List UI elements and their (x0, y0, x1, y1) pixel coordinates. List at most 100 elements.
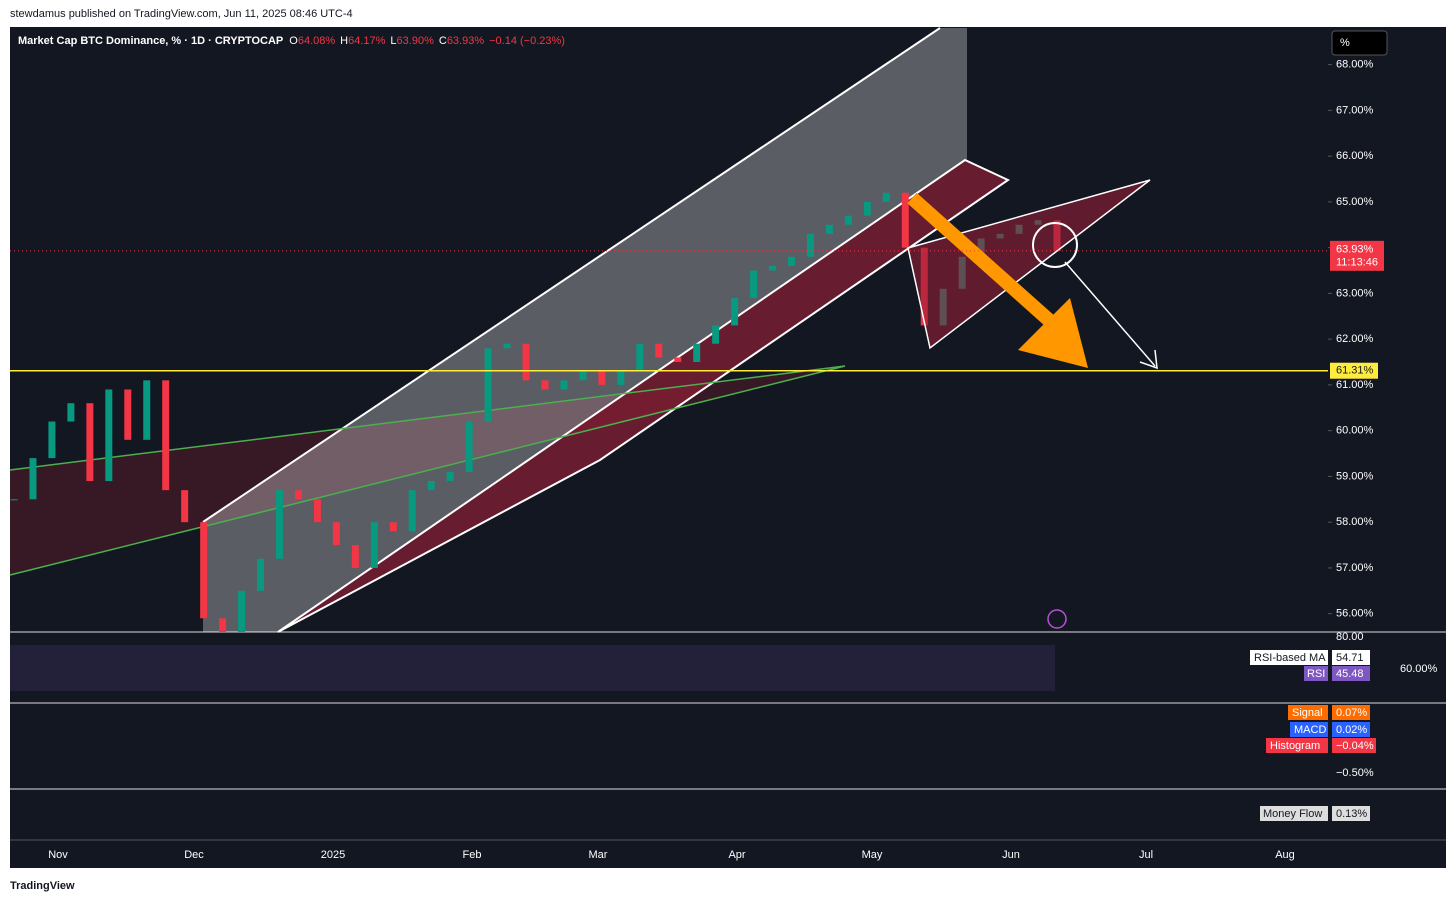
x-tick-label: May (862, 849, 883, 861)
candle-body (257, 558, 265, 591)
mf-value: 0.13% (1336, 808, 1367, 820)
candle-body (105, 389, 113, 481)
candle-body (617, 371, 625, 385)
candle-body (806, 233, 814, 257)
x-tick-label: Dec (184, 849, 204, 861)
ohlc-value: 64.17% (348, 35, 386, 47)
byline: stewdamus published on TradingView.com, … (10, 8, 353, 20)
candle-body (67, 403, 75, 422)
candle-body (598, 371, 606, 385)
macd-value: 0.02% (1336, 724, 1367, 736)
candle-body (332, 522, 340, 546)
x-tick-label: Feb (463, 849, 482, 861)
candle-body (48, 421, 56, 459)
tag-bg (1332, 705, 1370, 720)
tag-bg (1332, 738, 1376, 753)
x-tick-label: Jun (1002, 849, 1020, 861)
candle-body (427, 481, 435, 491)
channel-fill (203, 28, 967, 632)
rsi-top: 80.00 (1336, 631, 1364, 643)
y-tick-label: 56.00% (1336, 608, 1374, 620)
y-tick-label: 58.00% (1336, 516, 1374, 528)
candle-body (541, 380, 549, 390)
candle-body (219, 618, 227, 632)
tag-bg (1332, 722, 1370, 737)
ohlc-value: 64.08% (298, 35, 336, 47)
white-arrow-head (1139, 349, 1158, 370)
trend-line (9, 365, 846, 471)
x-tick-label: Apr (728, 849, 745, 861)
white-arrow (1064, 261, 1156, 367)
orange-arrow-head (1018, 298, 1088, 368)
ohlc-value: 63.90% (397, 35, 435, 47)
candle-body (788, 256, 796, 266)
macd-name: MACD (1294, 724, 1326, 736)
candle-body (408, 490, 416, 532)
rsi-ma-value: 54.71 (1336, 652, 1364, 664)
y-tick-label: 57.00% (1336, 562, 1374, 574)
scale-button[interactable] (1331, 30, 1388, 56)
candle-body (351, 545, 359, 568)
wedge (907, 179, 1151, 350)
rsi-value: 45.48 (1336, 668, 1364, 680)
tag-bg (1290, 722, 1328, 737)
countdown: 11:13:46 (1336, 257, 1378, 269)
candle-body (162, 380, 170, 491)
candle-body (389, 522, 397, 532)
alert-icon (1047, 609, 1067, 629)
candle-body (882, 192, 890, 202)
x-tick-label: Aug (1275, 849, 1295, 861)
x-tick-label: Jul (1139, 849, 1153, 861)
x-tick-label: 2025 (321, 849, 345, 861)
candle-body (844, 215, 852, 225)
trend-line (9, 365, 846, 576)
footer: TradingView (10, 880, 75, 892)
tag-bg (1250, 650, 1328, 665)
tag-bg (1332, 650, 1370, 665)
ohlc-value: 63.93% (447, 35, 485, 47)
rsi-ma-name: RSI-based MA (1254, 652, 1326, 664)
candle-body (636, 343, 644, 372)
ohlc-key: C (439, 35, 447, 47)
tag-bg (1304, 666, 1328, 681)
change: −0.14 (−0.23%) (489, 35, 565, 47)
hist-value: −0.04% (1336, 740, 1374, 752)
candle-body (484, 348, 492, 422)
candle-body (825, 224, 833, 234)
candle-body (29, 458, 37, 500)
ohlc-key: O (289, 35, 298, 47)
candle-body (10, 499, 18, 501)
x-tick-label: Mar (589, 849, 608, 861)
candle-body (294, 490, 302, 500)
candle-body (446, 471, 454, 481)
candle-body (560, 380, 568, 390)
y-tick-label: 66.00% (1336, 150, 1374, 162)
candle-body (143, 380, 151, 440)
candle-body (750, 270, 758, 298)
candle-body (313, 499, 321, 523)
candle-body (901, 192, 909, 248)
hist-name: Histogram (1270, 740, 1320, 752)
candle-body (86, 403, 94, 481)
tag-bg (1332, 666, 1370, 681)
candle-body (200, 522, 208, 619)
tag-bg (1266, 738, 1328, 753)
last-tag (1330, 240, 1384, 271)
y-tick-label: 62.00% (1336, 333, 1374, 345)
y-tick-label: 63.00% (1336, 287, 1374, 299)
rsi-mid: 60.00% (1400, 663, 1438, 675)
y-tick-label: 67.00% (1336, 104, 1374, 116)
last-label: 63.93% (1336, 244, 1374, 256)
y-tick-label: 65.00% (1336, 196, 1374, 208)
x-tick-label: Nov (48, 849, 68, 861)
rsi-name: RSI (1307, 668, 1325, 680)
level-label: 61.31% (1336, 365, 1374, 377)
level-tag (1330, 362, 1378, 379)
scale-button-label[interactable]: % (1340, 37, 1350, 49)
signal-value: 0.07% (1336, 707, 1367, 719)
candle-body (655, 343, 663, 358)
candle-body (693, 343, 701, 363)
signal-name: Signal (1292, 707, 1323, 719)
